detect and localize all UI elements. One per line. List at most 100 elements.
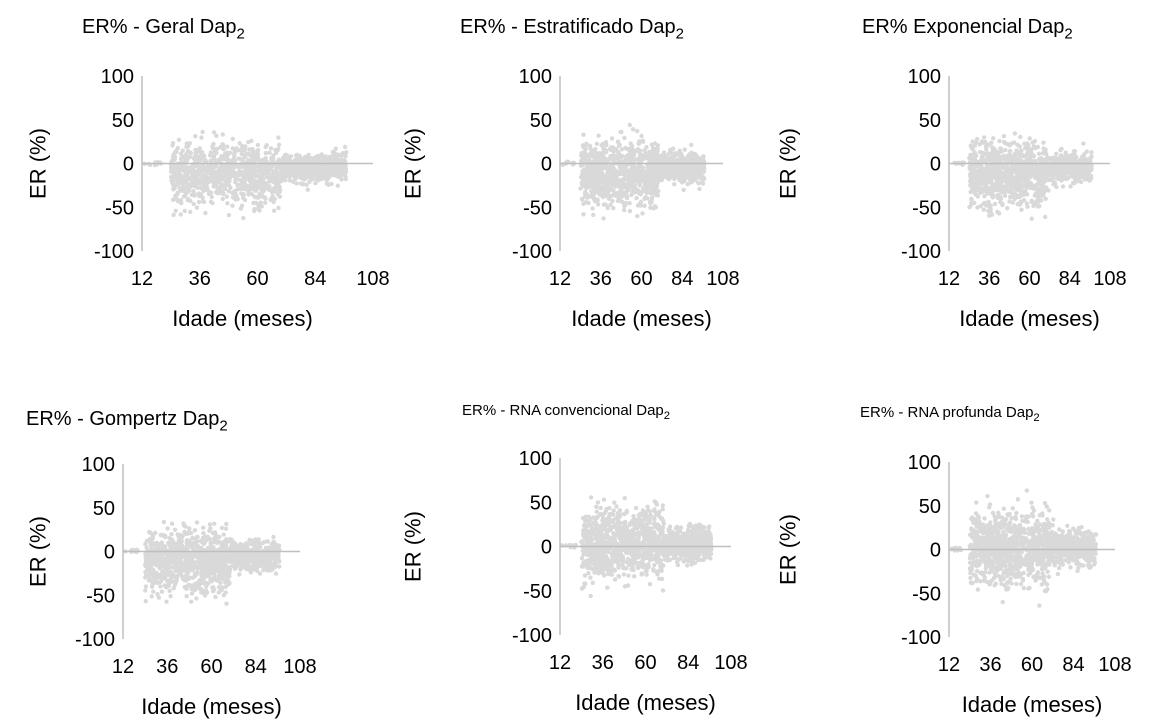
data-point (585, 174, 591, 179)
data-point (183, 179, 189, 184)
data-point (154, 576, 159, 581)
data-point (981, 135, 987, 140)
data-point (582, 153, 587, 159)
data-point (206, 180, 211, 185)
x-axis-title: Idade (meses) (571, 306, 712, 331)
data-point (251, 157, 256, 162)
data-point (324, 168, 329, 173)
data-point (583, 200, 589, 205)
y-tick-label: 100 (519, 66, 552, 88)
data-point (199, 173, 204, 178)
data-point (621, 184, 626, 189)
data-point (201, 199, 206, 204)
data-point (984, 147, 989, 152)
data-point (611, 206, 616, 211)
data-point (1023, 153, 1028, 159)
data-point (972, 150, 978, 156)
data-point (969, 157, 974, 162)
data-point (594, 141, 600, 146)
data-point (263, 200, 268, 205)
data-point (207, 190, 212, 195)
data-point (199, 152, 204, 157)
data-point (613, 148, 619, 153)
data-point (268, 146, 274, 151)
data-point (197, 146, 202, 151)
data-point (699, 163, 704, 168)
data-point (194, 520, 200, 525)
data-point (319, 177, 324, 182)
data-point (968, 171, 974, 177)
data-point (649, 168, 655, 173)
data-point (332, 150, 337, 155)
data-point (671, 153, 677, 158)
data-point (700, 181, 706, 186)
data-point (192, 192, 197, 198)
data-point (692, 169, 697, 175)
data-point (985, 142, 990, 148)
data-point (979, 178, 985, 183)
data-point (221, 147, 226, 152)
data-point (222, 164, 228, 170)
data-point (599, 143, 604, 148)
data-point (981, 140, 986, 145)
data-point (279, 170, 284, 175)
data-point (270, 177, 275, 183)
data-point (689, 142, 694, 147)
data-point (981, 207, 986, 212)
data-point (256, 156, 261, 161)
data-point (201, 176, 206, 181)
data-point (251, 151, 256, 156)
data-point (209, 174, 214, 180)
data-point (972, 190, 977, 195)
data-point (247, 178, 252, 183)
data-point (247, 537, 252, 543)
data-point (195, 169, 200, 174)
data-point (1089, 150, 1094, 155)
data-point (600, 158, 605, 164)
data-point (1019, 184, 1025, 190)
data-point (1084, 149, 1089, 154)
data-point (578, 163, 584, 168)
y-tick-label: 50 (919, 110, 941, 132)
data-point (604, 193, 609, 198)
chart-title-subscript: 2 (675, 25, 684, 43)
data-point (982, 167, 988, 172)
data-point (989, 212, 995, 217)
data-point (250, 186, 256, 192)
data-point (1036, 196, 1041, 201)
data-point (223, 151, 228, 156)
data-point (587, 143, 593, 149)
data-point (997, 138, 1002, 144)
data-point (625, 182, 630, 187)
data-point (638, 199, 644, 205)
data-point (297, 172, 302, 177)
data-point (214, 190, 219, 195)
data-point (1063, 150, 1068, 155)
data-point (649, 175, 655, 180)
y-tick-label: -50 (105, 197, 134, 219)
data-point (1029, 199, 1034, 204)
data-point (1002, 193, 1008, 198)
data-point (200, 163, 205, 168)
data-point (1089, 154, 1094, 159)
data-point (1011, 181, 1016, 186)
data-point (695, 173, 700, 178)
data-point (1025, 192, 1030, 197)
data-point (189, 181, 194, 186)
data-point (1036, 168, 1041, 173)
x-axis-title: Idade (meses) (959, 306, 1100, 331)
data-point (189, 591, 195, 596)
data-point (612, 191, 617, 196)
data-point (999, 164, 1004, 170)
data-point (625, 194, 630, 199)
data-point (595, 169, 600, 174)
data-point (171, 186, 177, 192)
data-point (623, 146, 628, 151)
data-point (310, 171, 315, 176)
data-points (142, 129, 349, 221)
data-point (976, 180, 981, 185)
data-point (1045, 155, 1050, 160)
data-points (952, 131, 1094, 221)
data-point (595, 202, 601, 207)
data-point (1027, 136, 1032, 141)
